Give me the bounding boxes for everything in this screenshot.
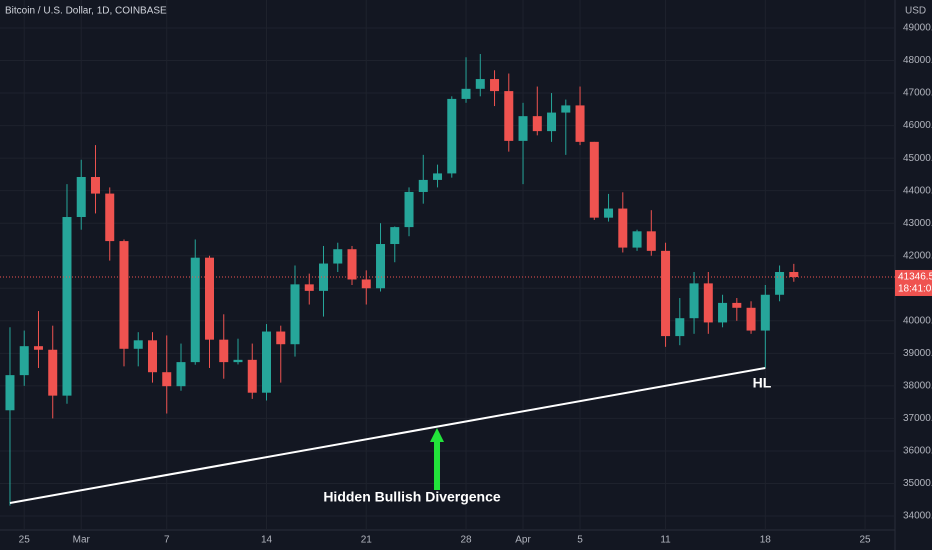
candle-body <box>689 283 699 319</box>
candle-body <box>147 340 157 373</box>
chart-title: Bitcoin / U.S. Dollar, 1D, COINBASE <box>5 6 167 17</box>
candle-body <box>504 91 514 141</box>
candle-body <box>333 249 343 264</box>
hl-label: HL <box>753 375 772 391</box>
y-tick-label: 45000.00 <box>903 153 932 164</box>
candle-body <box>561 105 571 113</box>
candle-body <box>133 340 143 349</box>
candle-body <box>33 346 43 350</box>
candle-body <box>361 279 371 289</box>
candle-body <box>575 105 585 142</box>
x-tick-label: 25 <box>19 535 31 546</box>
candle-body <box>204 257 214 340</box>
candle-body <box>119 241 129 349</box>
candle-body <box>760 294 770 331</box>
candle-body <box>190 257 200 363</box>
candle-body <box>532 116 542 132</box>
labels: 34000.00 35000.00 36000.00 37000.00 38000.00… <box>19 23 932 546</box>
candle-body <box>418 179 428 192</box>
candle-body <box>347 249 357 280</box>
y-tick-label: 39000.00 <box>903 348 932 359</box>
y-tick-label: 48000.00 <box>903 55 932 66</box>
candle-body <box>76 176 86 218</box>
y-tick-label: 35000.00 <box>903 478 932 489</box>
x-tick-label: 5 <box>577 535 583 546</box>
candle-body <box>304 284 314 291</box>
candle-body <box>319 263 329 291</box>
y-tick-label: 44000.00 <box>903 185 932 196</box>
y-tick-label: 36000.00 <box>903 446 932 457</box>
candle-body <box>48 349 58 396</box>
candle-body <box>19 346 29 376</box>
currency: USD <box>905 6 926 17</box>
arrow <box>430 428 444 490</box>
y-tick-label: 42000.00 <box>903 250 932 261</box>
candle-body <box>461 88 471 99</box>
candle-body <box>661 250 671 337</box>
candle-body <box>746 307 756 331</box>
candle-body <box>789 271 799 277</box>
y-tick-label: 49000.00 <box>903 23 932 34</box>
candle-body <box>233 359 243 363</box>
x-tick-label: 7 <box>164 535 170 546</box>
candle-body <box>518 116 528 141</box>
trendline <box>9 366 766 504</box>
candle-body <box>290 284 300 345</box>
candle-body <box>276 331 286 345</box>
candle-body <box>618 208 628 248</box>
candle-body <box>547 112 557 132</box>
divergence-label: Hidden Bullish Divergence <box>323 489 501 505</box>
candle-body <box>5 375 15 411</box>
x-tick-label: Apr <box>515 535 531 546</box>
x-tick-label: 18 <box>760 535 772 546</box>
candle-body <box>176 362 186 387</box>
x-tick-label: 14 <box>261 535 273 546</box>
candle-body <box>718 302 728 323</box>
y-tick-label: 38000.00 <box>903 381 932 392</box>
last-price-tag <box>895 269 932 296</box>
candle-body <box>589 141 599 218</box>
candle-body <box>703 283 713 323</box>
x-tick-label: 21 <box>361 535 373 546</box>
candle-body <box>433 173 443 180</box>
countdown: 18:41:03 <box>898 284 932 295</box>
candle-body <box>632 231 642 248</box>
y-tick-label: 46000.00 <box>903 120 932 131</box>
candle-body <box>646 231 656 251</box>
candle-body <box>604 208 614 218</box>
y-tick-label: 37000.00 <box>903 413 932 424</box>
candle-body <box>162 372 172 387</box>
candle-body <box>90 176 100 194</box>
y-tick-label: 40000.00 <box>903 315 932 326</box>
candle-body <box>376 244 386 289</box>
candle-body <box>775 271 785 295</box>
candle-body <box>447 98 457 174</box>
x-tick-label: Mar <box>73 535 91 546</box>
candle-body <box>732 302 742 308</box>
candle-body <box>675 318 685 337</box>
candle-body <box>390 227 400 245</box>
y-tick-label: 34000.00 <box>903 511 932 522</box>
candle-body <box>247 359 257 393</box>
candle-body <box>219 339 229 363</box>
x-tick-label: 25 <box>860 535 872 546</box>
candles <box>0 54 895 506</box>
candle-body <box>62 217 72 396</box>
last-price-label: 41346.58 <box>898 272 932 283</box>
candle-body <box>475 79 485 89</box>
y-tick-label: 43000.00 <box>903 218 932 229</box>
candle-body <box>262 331 272 393</box>
candle-body <box>404 191 414 228</box>
candle-body <box>490 79 500 92</box>
x-tick-label: 11 <box>660 535 671 546</box>
candle-body <box>105 193 115 242</box>
x-tick-label: 28 <box>460 535 472 546</box>
y-tick-label: 47000.00 <box>903 88 932 99</box>
